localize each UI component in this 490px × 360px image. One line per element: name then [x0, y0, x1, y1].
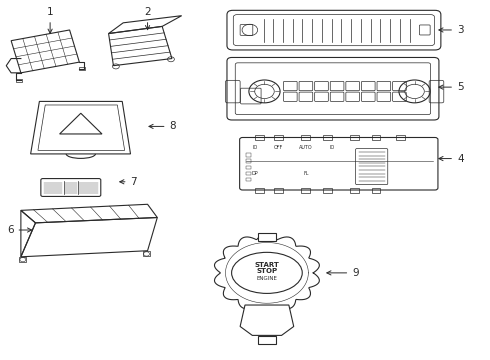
Bar: [255, 135, 264, 140]
Ellipse shape: [232, 252, 302, 293]
Bar: [274, 188, 283, 193]
Text: 8: 8: [149, 121, 176, 131]
Bar: [255, 188, 264, 193]
Bar: [372, 188, 380, 193]
Bar: [143, 251, 150, 256]
Bar: [246, 178, 251, 181]
Bar: [16, 79, 22, 82]
Text: IO: IO: [252, 145, 257, 150]
Bar: [350, 188, 359, 193]
Bar: [246, 153, 251, 157]
Bar: [258, 233, 276, 241]
Text: AUTO: AUTO: [299, 145, 313, 150]
Bar: [323, 135, 332, 140]
Bar: [246, 172, 251, 175]
Bar: [246, 166, 251, 169]
Bar: [372, 135, 380, 140]
Bar: [19, 257, 26, 262]
Text: 1: 1: [47, 7, 53, 33]
Bar: [79, 67, 85, 70]
Text: 9: 9: [327, 268, 359, 278]
Bar: [350, 135, 359, 140]
Text: FL: FL: [303, 171, 309, 176]
Text: START: START: [254, 262, 279, 268]
Text: 3: 3: [439, 25, 464, 35]
Bar: [323, 188, 332, 193]
Text: STOP: STOP: [256, 268, 277, 274]
Text: 2: 2: [144, 7, 151, 30]
Polygon shape: [240, 305, 294, 336]
Bar: [258, 336, 276, 343]
Text: 4: 4: [439, 154, 464, 163]
Bar: [301, 188, 310, 193]
Text: OFF: OFF: [273, 145, 283, 150]
Bar: [301, 135, 310, 140]
Polygon shape: [215, 234, 319, 312]
Bar: [246, 159, 251, 163]
Text: 5: 5: [439, 82, 464, 92]
Text: IO: IO: [329, 145, 334, 150]
Text: 7: 7: [120, 177, 137, 187]
Bar: [274, 135, 283, 140]
Text: ENGINE: ENGINE: [256, 276, 277, 281]
Text: DP: DP: [251, 171, 258, 176]
Text: 6: 6: [7, 225, 32, 235]
Bar: [396, 135, 405, 140]
